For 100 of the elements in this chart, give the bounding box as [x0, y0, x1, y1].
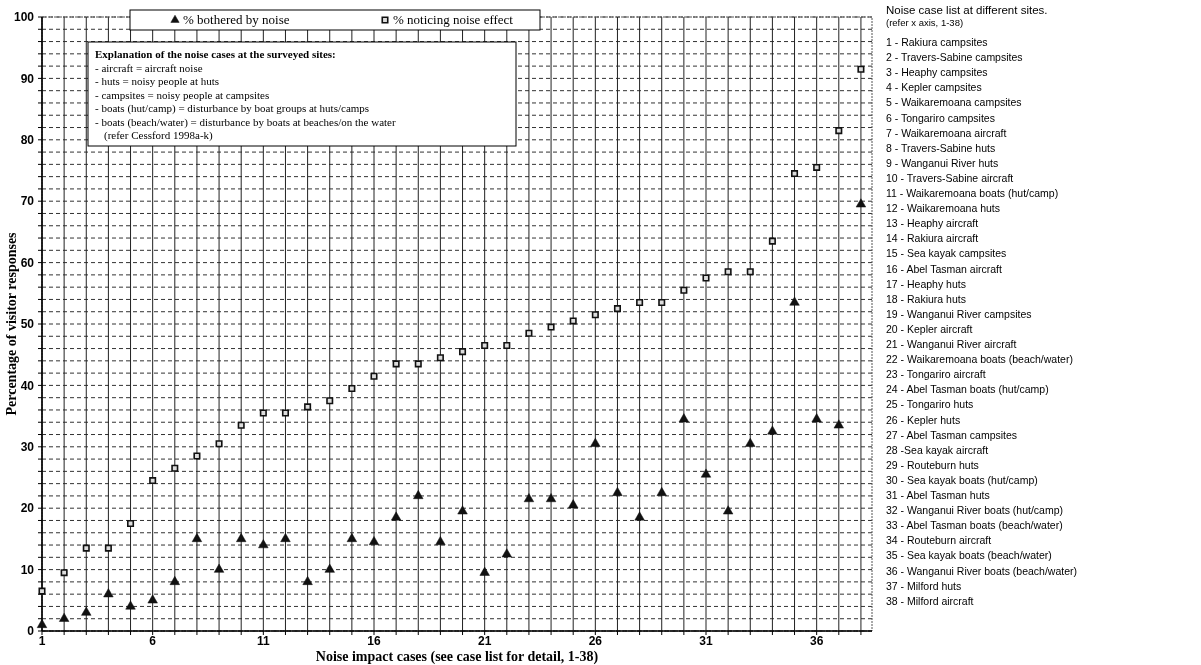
point: [612, 487, 623, 496]
legend-label: % bothered by noise: [183, 12, 290, 27]
text: 1 - Rakiura campsites: [886, 36, 988, 48]
point: [479, 566, 490, 576]
point: [191, 533, 202, 542]
point: [525, 329, 533, 337]
text: 13 - Heaphy aircraft: [886, 217, 979, 230]
annotation: - aircraft = aircraft noise: [95, 61, 203, 74]
point: [258, 539, 269, 549]
point: [855, 198, 866, 208]
text: 3 - Heaphy campsites: [886, 66, 988, 79]
point: [789, 296, 800, 306]
text: 5 - Waikaremoana campsites: [886, 96, 1022, 109]
point: [568, 499, 579, 509]
point: [811, 413, 822, 423]
text: 15 - Sea kayak campsites: [886, 247, 1007, 260]
point: [368, 536, 380, 545]
point: [702, 274, 710, 282]
text: 11 - Waikaremoana boats (hut/camp): [886, 187, 1059, 199]
point: [768, 237, 776, 245]
point: [103, 588, 114, 598]
point: [391, 511, 402, 521]
y-tick-label: 70: [20, 194, 35, 209]
text: 31 - Abel Tasman huts: [886, 489, 990, 501]
point: [36, 619, 48, 628]
point: [436, 354, 444, 362]
point: [126, 520, 135, 528]
point: [280, 533, 291, 542]
y-tick-label: 40: [20, 378, 35, 393]
point: [547, 323, 555, 331]
point: [658, 298, 666, 307]
y-tick-label: 0: [27, 624, 35, 639]
point: [790, 170, 799, 178]
x-tick-label: 16: [367, 634, 381, 648]
point: [835, 127, 843, 135]
text: 16 - Abel Tasman aircraft: [886, 262, 1003, 275]
y-tick-label: 20: [20, 501, 35, 516]
text: 33 - Abel Tasman boats (beach/water): [886, 519, 1063, 532]
point: [634, 511, 645, 521]
text: Noise case list at different sites.: [886, 4, 1048, 16]
legend-label: % noticing noise effect: [393, 12, 514, 27]
point: [857, 65, 865, 73]
annotation: - boats (beach/water) = disturbance by boats at beaches/on the water: [95, 115, 396, 129]
y-tick-label: 90: [20, 71, 35, 86]
point: [171, 464, 179, 472]
point: [236, 533, 247, 542]
text: 8 - Travers-Sabine huts: [886, 141, 996, 154]
point: [590, 437, 601, 447]
text: 20 - Kepler aircraft: [886, 322, 973, 335]
point: [435, 536, 446, 545]
x-tick-label: 26: [588, 634, 603, 648]
point: [546, 493, 557, 503]
point: [237, 421, 245, 429]
text: 10 - Travers-Sabine aircraft: [886, 171, 1014, 184]
annotation: Explanation of the noise cases at the surveyed sites:: [95, 48, 336, 60]
text: 27 - Abel Tasman campsites: [886, 428, 1018, 441]
annotation: - boats (hut/camp) = disturbance by boat groups at huts/camps: [95, 102, 370, 115]
point: [346, 533, 357, 542]
text: 17 - Heaphy huts: [886, 277, 966, 290]
point: [723, 505, 734, 515]
point: [656, 487, 667, 496]
y-tick-label: 100: [13, 10, 35, 25]
point: [59, 612, 70, 622]
y-tick-label: 50: [20, 317, 35, 332]
point: [503, 341, 511, 350]
point: [169, 576, 180, 585]
text: 28 -Sea kayak aircraft: [886, 443, 989, 456]
x-tick-label: 31: [699, 634, 713, 648]
text: 4 - Kepler campsites: [886, 81, 982, 94]
point: [636, 298, 644, 307]
y-tick-label: 30: [20, 440, 35, 454]
text: 19 - Wanganui River campsites: [886, 307, 1032, 320]
point: [523, 493, 534, 503]
text: 18 - Rakiura huts: [886, 292, 966, 305]
point: [259, 409, 267, 417]
text: 24 - Abel Tasman boats (hut/camp): [886, 383, 1049, 396]
text: 12 - Waikaremoana huts: [886, 202, 1000, 215]
point: [149, 477, 157, 485]
point: [501, 548, 512, 558]
text: 34 - Routeburn aircraft: [886, 534, 992, 547]
point: [767, 425, 778, 435]
x-tick-label: 21: [477, 634, 492, 648]
point: [193, 452, 201, 460]
y-tick-label: 80: [20, 133, 35, 147]
text: 23 - Tongariro aircraft: [886, 368, 986, 381]
point: [413, 490, 424, 499]
text: 32 - Wanganui River boats (hut/camp): [886, 504, 1064, 517]
point: [147, 594, 158, 604]
annotation: - campsites = noisy people at campsites: [95, 88, 270, 101]
y-tick-label: 10: [20, 562, 35, 577]
point: [392, 360, 400, 368]
text: 36 - Wanganui River boats (beach/water): [886, 564, 1078, 577]
text: 6 - Tongariro campsites: [886, 111, 995, 124]
point: [414, 360, 422, 368]
point: [458, 348, 467, 356]
point: [125, 600, 136, 610]
point: [680, 286, 688, 294]
x-axis-title: Noise impact cases (see case list for detail, 1-38): [315, 649, 599, 665]
annotation: (refer Cessford 1998a-k): [104, 129, 214, 142]
text: 25 - Tongariro huts: [886, 398, 974, 411]
